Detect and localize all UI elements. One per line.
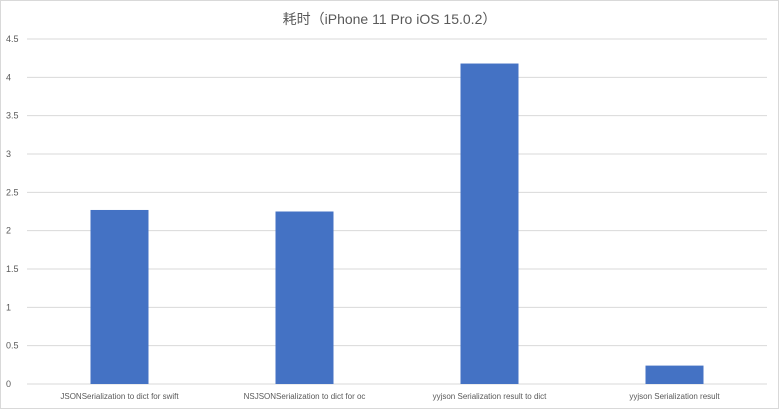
- y-tick-label: 3: [6, 149, 11, 159]
- y-tick-label: 0: [6, 379, 11, 389]
- bar: [460, 63, 519, 385]
- x-category-label: NSJSONSerialization to dict for oc: [244, 392, 366, 401]
- bar: [645, 365, 704, 384]
- chart-title: 耗时（iPhone 11 Pro iOS 15.0.2）: [282, 11, 497, 27]
- y-tick-label: 1.5: [6, 264, 19, 274]
- bar: [275, 211, 334, 384]
- x-category-label: JSONSerialization to dict for swift: [60, 392, 179, 401]
- y-tick-label: 4.5: [6, 34, 19, 44]
- y-tick-label: 4: [6, 72, 11, 82]
- bar: [90, 209, 149, 384]
- y-tick-label: 1: [6, 302, 11, 312]
- y-tick-label: 2.5: [6, 187, 19, 197]
- y-tick-label: 0.5: [6, 341, 19, 351]
- y-tick-label: 3.5: [6, 111, 19, 121]
- y-tick-label: 2: [6, 226, 11, 236]
- x-category-label: yyjson Serialization result to dict: [433, 392, 548, 401]
- x-category-label: yyjson Serialization result: [629, 392, 720, 401]
